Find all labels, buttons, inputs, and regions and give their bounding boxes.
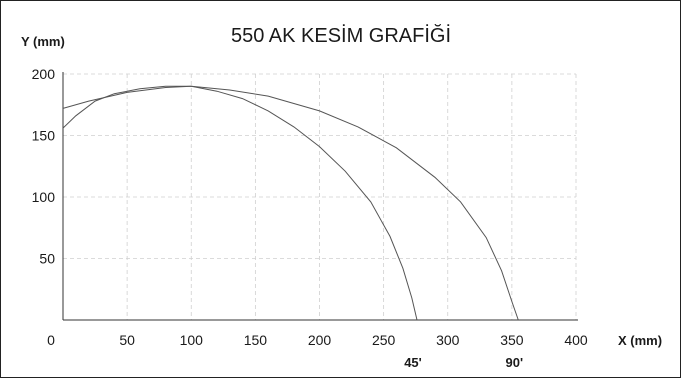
series-layer [63,86,518,320]
x-tick-label-350: 350 [500,332,524,348]
x-tick-label-400: 400 [564,332,588,348]
series-label-1: 45' [404,355,422,370]
y-tick-label-150: 150 [32,128,56,144]
axes-layer [63,72,578,320]
x-tick-label-250: 250 [372,332,396,348]
y-tick-label-50: 50 [39,251,55,267]
x-tick-label-200: 200 [308,332,332,348]
x-tick-label-100: 100 [180,332,204,348]
chart-title: 550 AK KESİM GRAFİĞİ [231,24,451,47]
series-label-2: 90' [506,355,524,370]
x-tick-label-50: 50 [119,332,135,348]
series-labels: 45' 90' [404,355,523,370]
series-line-1 [63,86,417,320]
y-tick-label-100: 100 [32,189,56,205]
x-tick-label-300: 300 [436,332,460,348]
y-axis-label: Y (mm) [21,34,65,49]
series-line-2 [63,86,518,320]
y-tick-label-200: 200 [32,66,56,82]
x-axis-label: X (mm) [618,333,662,348]
x-tick-label-150: 150 [244,332,268,348]
x-tick-label-0: 0 [47,332,55,348]
